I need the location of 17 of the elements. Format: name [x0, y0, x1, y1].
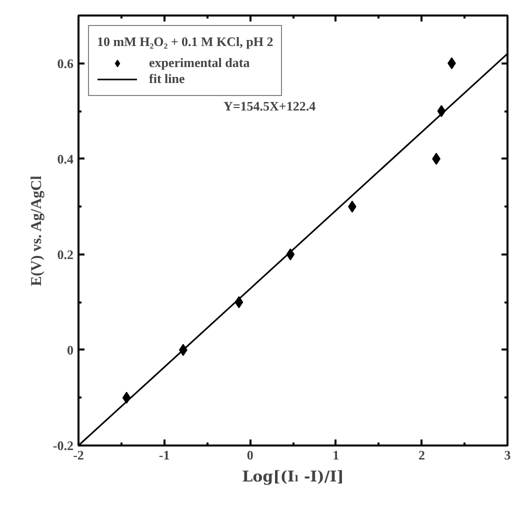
- x-tick-label: -1: [158, 448, 170, 462]
- y-tick-label: 0.2: [57, 246, 74, 262]
- legend-label: fit line: [149, 71, 185, 87]
- x-tick-label: 3: [504, 448, 512, 462]
- x-axis-title: Log[(Iₗ -I)/I]: [242, 468, 344, 486]
- legend-title: 10 mM H₂O₂ + 0.1 M KCl, pH 2: [97, 34, 274, 50]
- x-tick-label: 1: [332, 448, 340, 462]
- y-tick-label: 0.4: [57, 151, 74, 166]
- y-tick-label: -0.2: [52, 438, 74, 453]
- x-tick-label: -2: [73, 448, 84, 462]
- y-tick-label: 0.6: [57, 56, 74, 71]
- y-axis-title: E(V) vs. Ag/AgCl: [28, 176, 45, 286]
- legend-label: experimental data: [149, 55, 250, 71]
- x-tick-label: 2: [418, 448, 425, 462]
- annotation: Y=154.5X+122.4: [224, 98, 316, 114]
- y-tick-label: 0: [67, 342, 74, 358]
- x-tick-label: 0: [246, 448, 254, 462]
